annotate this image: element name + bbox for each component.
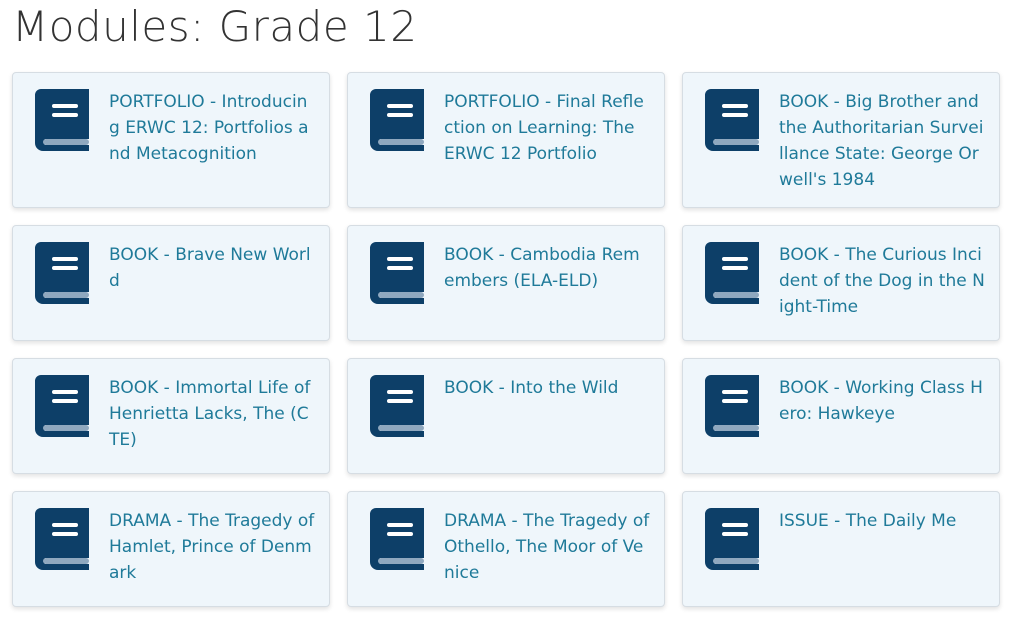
module-card[interactable]: PORTFOLIO - Final Reflection on Learning… xyxy=(347,72,665,208)
book-icon xyxy=(705,508,759,570)
module-card[interactable]: BOOK - Big Brother and the Authoritarian… xyxy=(682,72,1000,208)
module-title[interactable]: DRAMA - The Tragedy of Othello, The Moor… xyxy=(444,511,650,583)
module-title[interactable]: DRAMA - The Tragedy of Hamlet, Prince of… xyxy=(109,511,315,583)
module-card[interactable]: DRAMA - The Tragedy of Othello, The Moor… xyxy=(347,491,665,607)
module-card[interactable]: BOOK - Immortal Life of Henrietta Lacks,… xyxy=(12,358,330,474)
book-icon xyxy=(705,89,759,151)
book-icon xyxy=(35,242,89,304)
module-card[interactable]: BOOK - Into the Wild xyxy=(347,358,665,474)
page-title: Modules: Grade 12 xyxy=(12,2,418,51)
book-icon xyxy=(370,508,424,570)
module-title[interactable]: BOOK - Into the Wild xyxy=(444,378,619,398)
module-title[interactable]: PORTFOLIO - Final Reflection on Learning… xyxy=(444,92,644,164)
book-icon xyxy=(370,375,424,437)
book-icon xyxy=(370,89,424,151)
module-card[interactable]: BOOK - The Curious Incident of the Dog i… xyxy=(682,225,1000,341)
module-title[interactable]: PORTFOLIO - Introducing ERWC 12: Portfol… xyxy=(109,92,309,164)
book-icon xyxy=(705,375,759,437)
module-title[interactable]: BOOK - The Curious Incident of the Dog i… xyxy=(779,245,985,317)
modules-grid: PORTFOLIO - Introducing ERWC 12: Portfol… xyxy=(12,72,1000,607)
module-card[interactable]: BOOK - Working Class Hero: Hawkeye xyxy=(682,358,1000,474)
module-title[interactable]: BOOK - Big Brother and the Authoritarian… xyxy=(779,92,984,190)
module-card[interactable]: BOOK - Cambodia Remembers (ELA-ELD) xyxy=(347,225,665,341)
book-icon xyxy=(35,375,89,437)
module-card[interactable]: PORTFOLIO - Introducing ERWC 12: Portfol… xyxy=(12,72,330,208)
book-icon xyxy=(35,508,89,570)
book-icon xyxy=(35,89,89,151)
module-title[interactable]: BOOK - Cambodia Remembers (ELA-ELD) xyxy=(444,245,640,291)
module-card[interactable]: ISSUE - The Daily Me xyxy=(682,491,1000,607)
module-card[interactable]: DRAMA - The Tragedy of Hamlet, Prince of… xyxy=(12,491,330,607)
book-icon xyxy=(370,242,424,304)
module-title[interactable]: BOOK - Brave New World xyxy=(109,245,311,291)
module-title[interactable]: BOOK - Immortal Life of Henrietta Lacks,… xyxy=(109,378,311,450)
module-title[interactable]: BOOK - Working Class Hero: Hawkeye xyxy=(779,378,983,424)
module-card[interactable]: BOOK - Brave New World xyxy=(12,225,330,341)
book-icon xyxy=(705,242,759,304)
module-title[interactable]: ISSUE - The Daily Me xyxy=(779,511,957,531)
